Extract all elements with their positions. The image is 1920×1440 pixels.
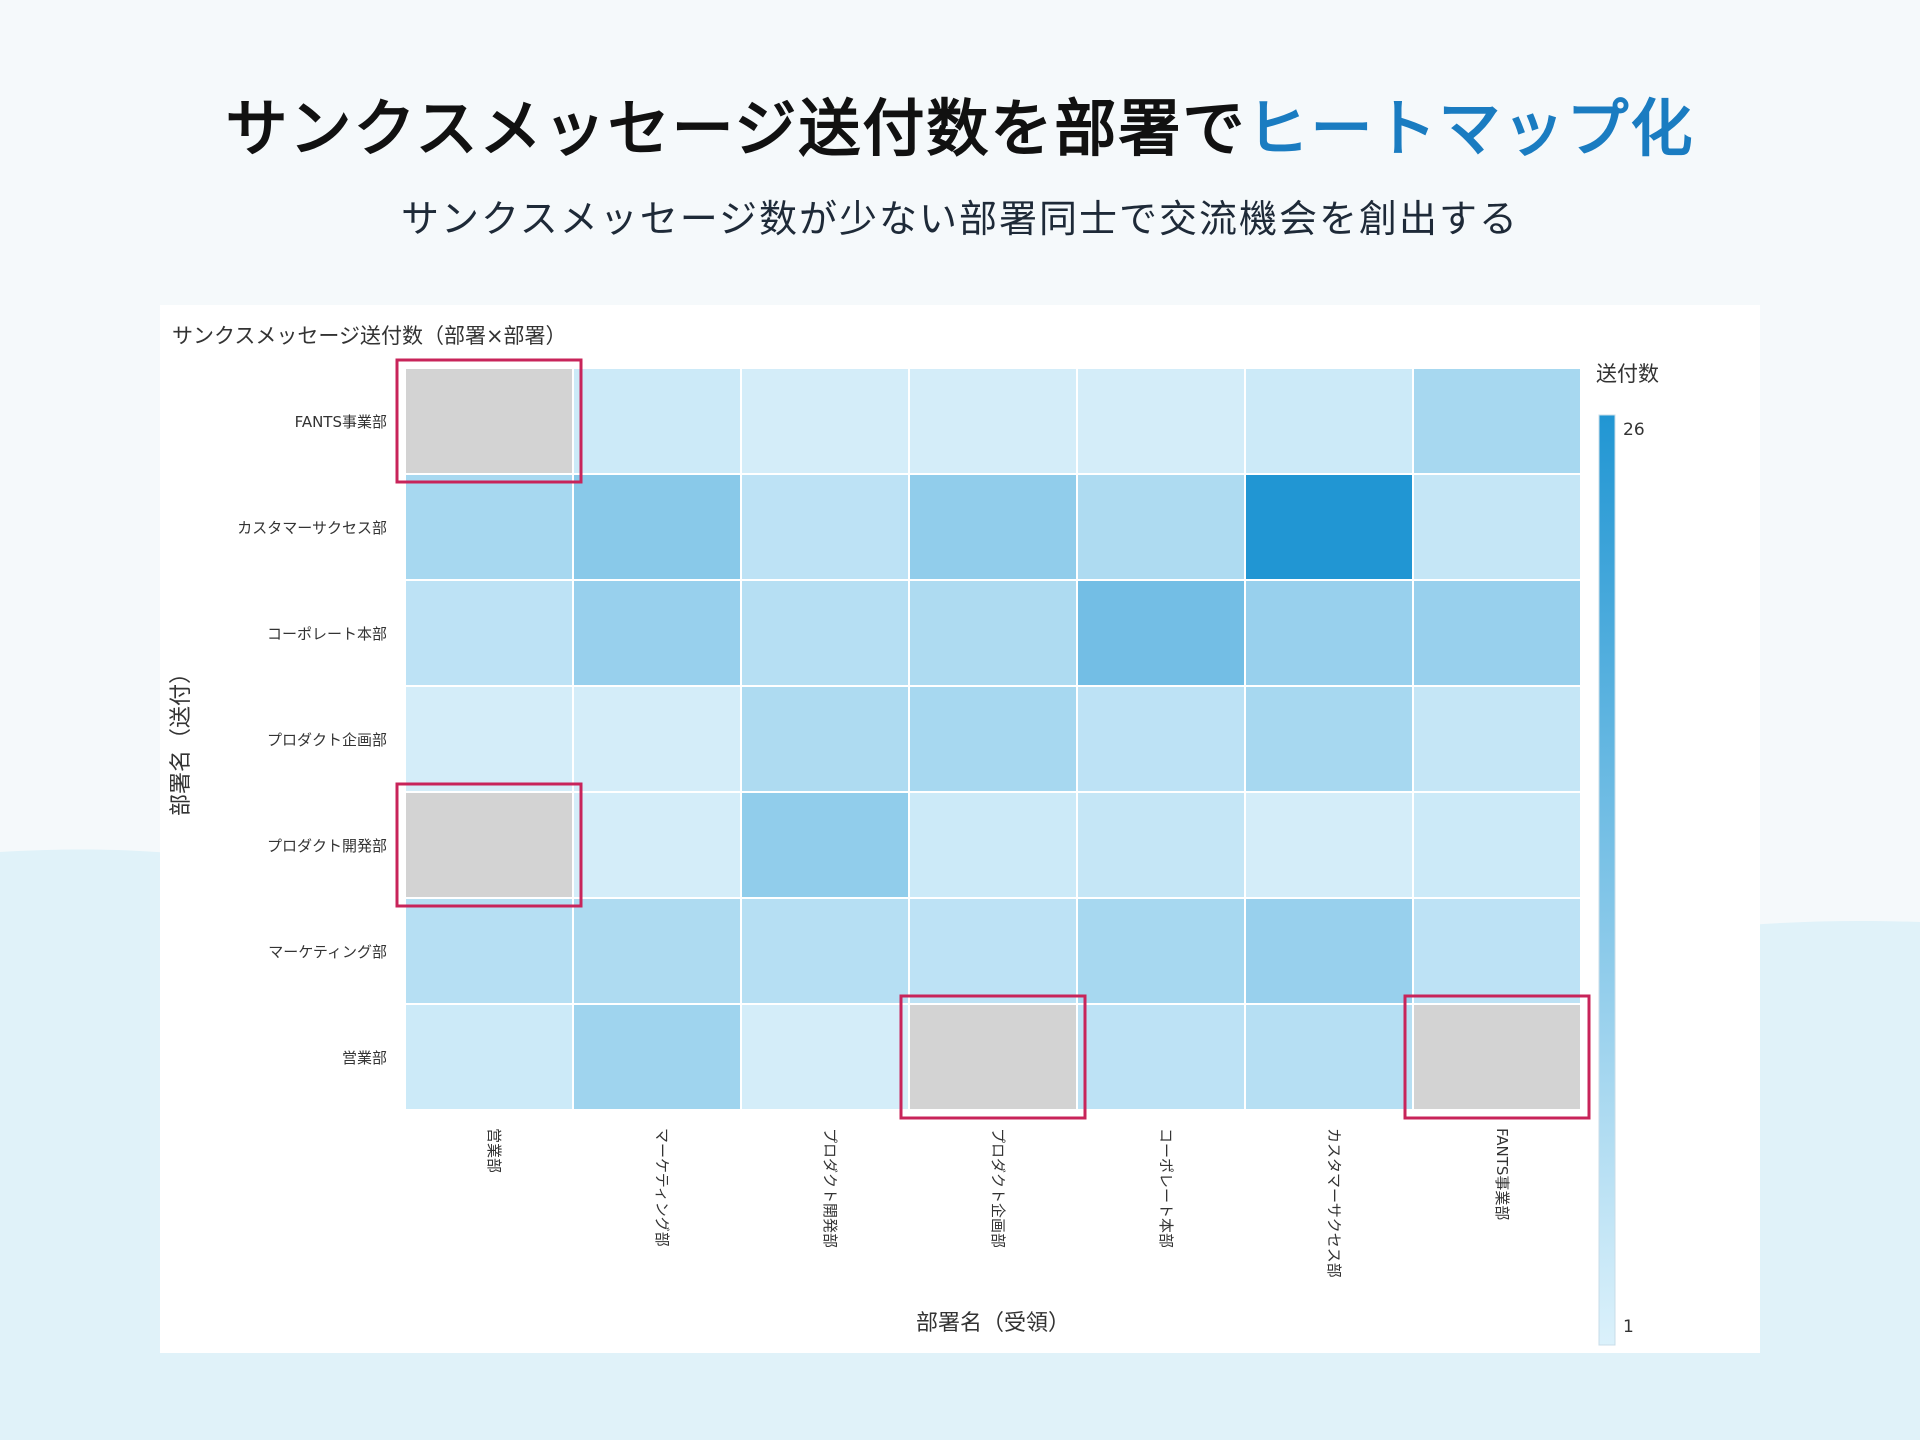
legend-color-bar — [1599, 415, 1615, 1345]
heatmap-cell — [406, 1005, 572, 1109]
heatmap-cell — [406, 475, 572, 579]
heatmap-cell — [742, 687, 908, 791]
heatmap-cell — [1414, 899, 1580, 1003]
heatmap-cell — [574, 687, 740, 791]
heatmap-cell — [742, 475, 908, 579]
x-tick-label: FANTS事業部 — [1493, 1128, 1511, 1220]
heatmap-cell — [742, 1005, 908, 1109]
heatmap-cell — [406, 369, 572, 473]
heatmap-cell — [742, 369, 908, 473]
heatmap-cell — [910, 899, 1076, 1003]
chart-card: サンクスメッセージ送付数（部署×部署） FANTS事業部 カスタマーサクセス部 コーポ… — [160, 305, 1760, 1353]
heatmap-cell — [1078, 687, 1244, 791]
heatmap-cell — [910, 793, 1076, 897]
legend-title: 送付数 — [1596, 362, 1659, 386]
x-axis-label: 部署名（受領） — [916, 1311, 1070, 1336]
heatmap-cell — [1414, 475, 1580, 579]
heatmap-cell — [574, 793, 740, 897]
heatmap-cell — [910, 581, 1076, 685]
x-tick-label: 営業部 — [485, 1128, 503, 1173]
y-tick-label: 営業部 — [342, 1049, 387, 1067]
heatmap-chart: サンクスメッセージ送付数（部署×部署）FANTS事業部カスタマーサクセス部コーポ… — [160, 305, 1760, 1353]
heatmap-cell — [1414, 687, 1580, 791]
heatmap-cell — [1414, 369, 1580, 473]
page-subtitle: サンクスメッセージ数が少ない部署同士で交流機会を創出する — [0, 188, 1920, 243]
x-tick-label: プロダクト開発部 — [821, 1128, 839, 1248]
title-main: サンクスメッセージ送付数を部署で — [226, 92, 1247, 165]
heatmap-cell — [406, 899, 572, 1003]
heatmap-cell — [1246, 475, 1412, 579]
heatmap-cell — [1414, 793, 1580, 897]
heatmap-cell — [1246, 687, 1412, 791]
heatmap-cell — [1078, 793, 1244, 897]
heatmap-cell — [910, 475, 1076, 579]
heatmap-cell — [742, 899, 908, 1003]
heatmap-cell — [1246, 1005, 1412, 1109]
heatmap-cell — [1414, 1005, 1580, 1109]
y-tick-label: プロダクト開発部 — [267, 837, 387, 855]
x-tick-label: コーポレート本部 — [1157, 1128, 1175, 1248]
heatmap-cell — [910, 369, 1076, 473]
heatmap-cell — [910, 1005, 1076, 1109]
y-tick-label: マーケティング部 — [268, 943, 387, 961]
heatmap-cell — [574, 899, 740, 1003]
heatmap-cell — [406, 581, 572, 685]
page-title: サンクスメッセージ送付数を部署でヒートマップ化 — [0, 78, 1920, 168]
y-tick-label: コーポレート本部 — [267, 625, 387, 643]
heatmap-cell — [406, 793, 572, 897]
heatmap-cell — [574, 475, 740, 579]
heatmap-cell — [1414, 581, 1580, 685]
y-tick-label: FANTS事業部 — [295, 413, 387, 431]
x-tick-label: カスタマーサクセス部 — [1325, 1128, 1343, 1278]
heatmap-cell — [910, 687, 1076, 791]
heatmap-cell — [574, 581, 740, 685]
y-tick-label: プロダクト企画部 — [267, 731, 387, 749]
y-axis-label: 部署名（送付） — [169, 662, 194, 816]
heatmap-cell — [1078, 1005, 1244, 1109]
heatmap-cell — [1246, 369, 1412, 473]
heatmap-cell — [406, 687, 572, 791]
heatmap-cell — [1078, 581, 1244, 685]
title-accent: ヒートマップ化 — [1246, 92, 1694, 165]
legend-min-label: 1 — [1623, 1317, 1634, 1337]
y-tick-label: カスタマーサクセス部 — [237, 519, 387, 537]
heatmap-cell — [574, 369, 740, 473]
heatmap-cell — [742, 581, 908, 685]
heatmap-cell — [1078, 899, 1244, 1003]
heatmap-cell — [574, 1005, 740, 1109]
chart-title: サンクスメッセージ送付数（部署×部署） — [172, 324, 567, 348]
heatmap-cell — [1246, 581, 1412, 685]
heatmap-cell — [1246, 793, 1412, 897]
heatmap-cell — [1078, 369, 1244, 473]
x-tick-label: マーケティング部 — [653, 1128, 671, 1247]
heatmap-cell — [1246, 899, 1412, 1003]
heatmap-cell — [1078, 475, 1244, 579]
heatmap-cell — [742, 793, 908, 897]
x-tick-label: プロダクト企画部 — [989, 1128, 1007, 1248]
legend-max-label: 26 — [1623, 420, 1645, 440]
